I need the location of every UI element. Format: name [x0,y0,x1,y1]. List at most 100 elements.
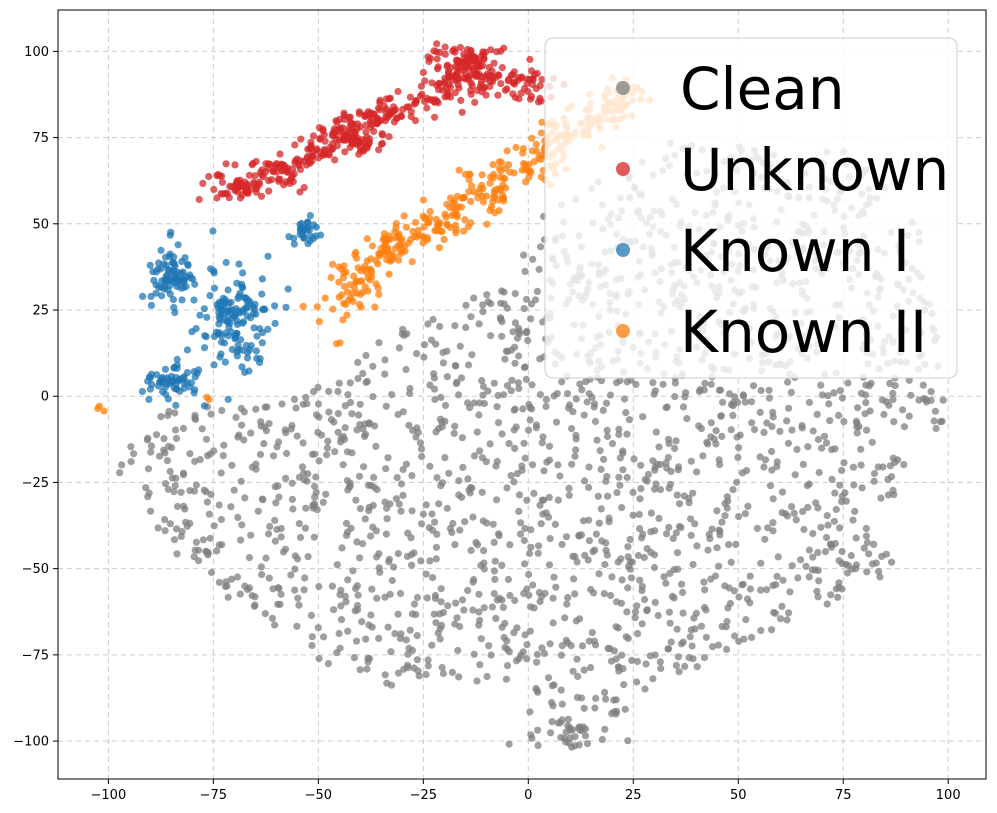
scatter-point [457,374,466,382]
scatter-point [702,606,710,614]
scatter-point [181,254,189,262]
scatter-point [562,738,570,746]
x-tick-label: 75 [835,788,852,803]
scatter-point [581,732,590,740]
scatter-point [724,497,732,505]
scatter-point [664,454,672,462]
scatter-point [700,578,708,586]
scatter-point [787,388,796,396]
scatter-point [304,223,312,231]
legend-box [544,37,958,379]
scatter-point [215,578,223,587]
legend-label: Known I [680,217,910,285]
scatter-point [245,171,253,179]
scatter-point [257,418,265,426]
scatter-point [220,339,229,347]
scatter-point [426,208,434,216]
scatter-point [565,484,573,492]
scatter-point [603,432,612,441]
scatter-point [202,548,211,556]
scatter-point [218,306,226,314]
scatter-point [451,362,459,370]
scatter-point [244,182,252,190]
scatter-point [572,446,580,454]
scatter-point [315,318,323,326]
scatter-point [656,460,664,469]
scatter-point [338,544,346,552]
scatter-point [756,453,764,461]
scatter-point [169,296,177,304]
scatter-point [346,143,354,151]
scatter-point [834,593,842,601]
scatter-point [479,301,487,309]
scatter-point [688,642,696,650]
scatter-point [674,653,683,661]
scatter-point [510,343,519,351]
scatter-point [439,669,447,678]
scatter-point [183,346,191,354]
scatter-point [279,548,288,556]
scatter-point [290,395,299,403]
scatter-point [604,492,612,500]
scatter-point [236,194,245,202]
scatter-point [445,74,453,82]
scatter-point [520,536,528,545]
scatter-point [650,563,659,572]
scatter-point [508,376,516,384]
scatter-point [647,528,655,536]
scatter-point [318,151,326,160]
scatter-point [571,590,579,598]
scatter-point [478,377,486,385]
scatter-point [742,616,750,624]
scatter-point [890,418,898,426]
scatter-point [335,379,343,387]
scatter-point [844,379,852,387]
scatter-point [451,322,459,330]
scatter-point [413,632,421,640]
scatter-point [824,392,832,400]
scatter-point [375,634,383,643]
scatter-point [383,105,391,113]
scatter-point [490,590,498,598]
scatter-point [863,538,872,547]
scatter-point [450,204,458,212]
scatter-point [733,478,741,486]
scatter-point [514,74,522,82]
scatter-point [768,447,776,456]
scatter-point [455,166,463,174]
scatter-point [470,650,478,658]
scatter-point [275,175,283,183]
scatter-point [701,379,709,387]
scatter-point [875,567,883,576]
scatter-point [424,662,432,670]
scatter-point [172,401,180,409]
scatter-point [309,132,318,140]
scatter-point [665,608,674,616]
scatter-point [504,575,512,584]
scatter-point [615,430,623,439]
scatter-point [438,663,446,672]
scatter-point [753,524,762,533]
scatter-point [154,382,162,390]
scatter-point [865,550,873,558]
scatter-point [723,645,731,654]
scatter-point [521,267,529,275]
scatter-point [399,491,407,499]
scatter-point [608,573,616,581]
scatter-point [360,147,368,155]
scatter-point [394,87,402,96]
scatter-point [251,601,259,609]
scatter-point [708,525,716,533]
scatter-point [275,438,283,446]
scatter-point [278,400,286,408]
scatter-point [334,428,342,436]
x-tick-label: 50 [730,788,747,803]
scatter-point [444,602,452,610]
scatter-point [147,301,155,309]
scatter-point [314,383,322,391]
scatter-point [585,537,594,545]
scatter-point [213,547,221,555]
scatter-point [656,486,665,494]
y-tick-label: −50 [22,562,49,577]
scatter-point [237,477,245,485]
